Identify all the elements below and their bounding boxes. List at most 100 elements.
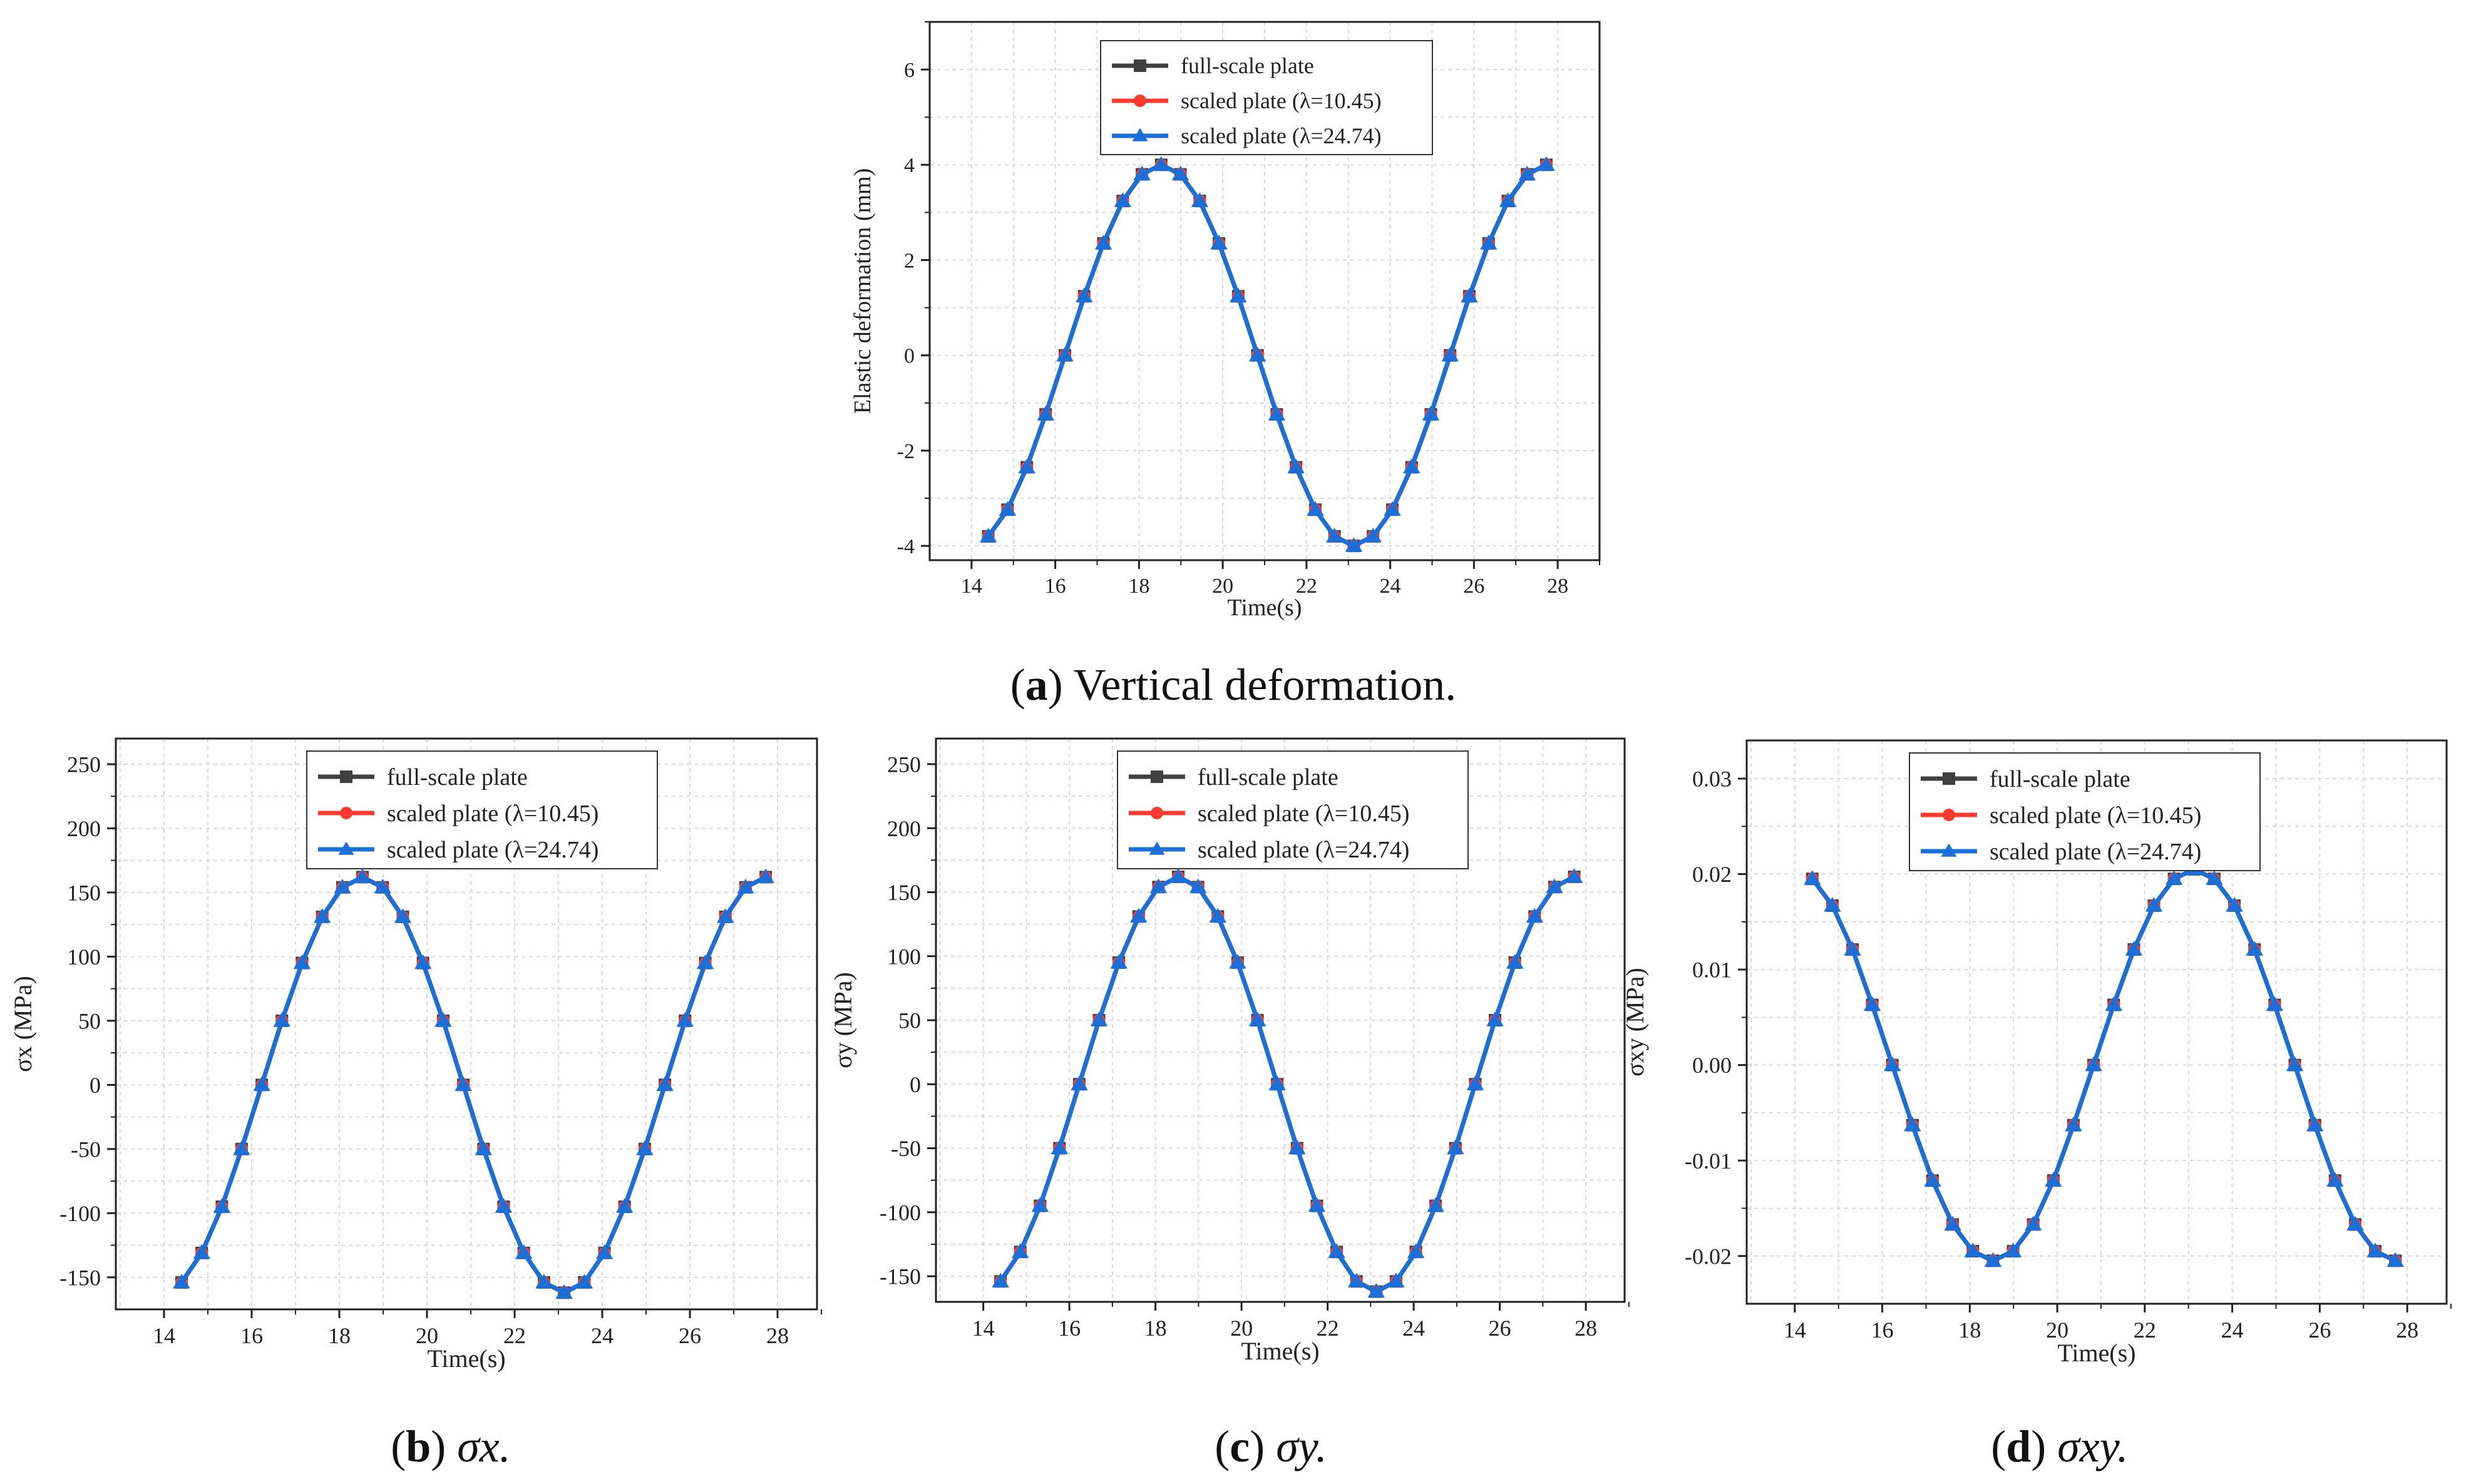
data-point <box>1189 878 1207 893</box>
caption-b: (b) σx. <box>391 1421 510 1471</box>
x-tick-label: 24 <box>1402 1316 1425 1341</box>
data-point <box>636 1140 654 1155</box>
x-tick-label: 28 <box>1575 1316 1597 1341</box>
data-point <box>1287 458 1305 474</box>
data-point <box>1268 1075 1286 1090</box>
plot-frame <box>115 737 818 1311</box>
data-point <box>1230 287 1247 302</box>
data-point <box>394 908 412 923</box>
x-axis-label: Time(s) <box>427 1344 505 1373</box>
data-point <box>1345 537 1363 552</box>
y-tick-label: 200 <box>887 816 921 841</box>
legend-swatch-marker <box>1132 128 1148 141</box>
data-point <box>1171 165 1189 181</box>
x-tick-label: 16 <box>240 1323 263 1348</box>
chart-d: 14 16 18 20 22 24 26 28 -0.02 -0.01 0.00 0.01 0.02 0.… <box>1621 739 2452 1367</box>
data-point <box>2004 1242 2022 1257</box>
data-point <box>2366 1242 2384 1257</box>
x-axis-label: Time(s) <box>1241 1337 1319 1365</box>
data-point <box>1133 165 1151 181</box>
data-point <box>1538 156 1555 171</box>
y-tick-label: -0.01 <box>1685 1149 1732 1174</box>
data-point <box>1325 528 1343 543</box>
data-point <box>1012 1243 1029 1258</box>
data-point <box>1964 1242 1982 1257</box>
data-point <box>1422 406 1440 421</box>
data-point <box>1461 287 1478 302</box>
x-axis-label: Time(s) <box>2057 1339 2135 1367</box>
data-point <box>992 1272 1009 1287</box>
data-point <box>1402 458 1421 474</box>
y-tick-label: 0 <box>90 1073 101 1098</box>
data-point <box>495 1198 513 1213</box>
y-tick-label: 100 <box>67 944 101 970</box>
y-tick-label: 150 <box>67 881 101 906</box>
y-axis-label: Elastic deformation (mm) <box>850 168 876 414</box>
data-point <box>2125 941 2143 956</box>
y-tick-label: 50 <box>78 1008 101 1033</box>
x-tick-label: 24 <box>1380 575 1401 598</box>
data-point <box>1268 406 1286 421</box>
x-tick-label: 24 <box>591 1323 614 1348</box>
data-point <box>1367 1282 1385 1298</box>
legend-label: scaled plate (λ=10.45) <box>387 801 599 827</box>
y-tick-label: -50 <box>71 1137 101 1162</box>
data-point <box>173 1274 190 1289</box>
data-point <box>555 1284 573 1299</box>
y-tick-label: 200 <box>67 816 101 841</box>
caption-c: (c) σy. <box>1215 1421 1327 1471</box>
data-point <box>1018 458 1035 474</box>
data-point <box>1824 897 1841 912</box>
data-point <box>1191 192 1209 207</box>
x-tick-label: 14 <box>1784 1318 1806 1343</box>
data-point <box>2145 897 2163 912</box>
data-point <box>1076 287 1093 302</box>
data-point <box>2085 1056 2102 1072</box>
data-point <box>1447 1139 1464 1155</box>
data-point <box>737 878 754 894</box>
data-point <box>1248 346 1266 362</box>
data-point <box>2105 996 2123 1011</box>
legend-label: scaled plate (λ=10.45) <box>1198 801 1409 827</box>
data-point <box>1883 1056 1901 1072</box>
data-point <box>696 954 714 970</box>
legend-label: scaled plate (λ=24.74) <box>1990 839 2201 865</box>
y-tick-label: -150 <box>59 1265 101 1290</box>
data-point <box>1071 1075 1088 1090</box>
x-tick-label: 18 <box>328 1323 351 1348</box>
data-point <box>475 1140 493 1155</box>
data-point <box>374 878 392 894</box>
legend-swatch-marker <box>1134 59 1146 72</box>
data-point <box>1863 996 1881 1011</box>
data-point <box>334 878 351 894</box>
y-axis-label: σxy (MPa) <box>1621 968 1649 1077</box>
series-line <box>986 162 1548 548</box>
data-point <box>1114 192 1132 207</box>
data-point <box>1110 954 1128 969</box>
data-point <box>1037 406 1054 421</box>
data-point <box>2206 870 2223 885</box>
legend-swatch-marker <box>338 841 354 855</box>
caption-a: (a) Vertical deformation. <box>1010 660 1456 710</box>
data-point <box>615 1198 634 1213</box>
y-tick-label: 250 <box>67 752 101 777</box>
series-line <box>180 874 767 1295</box>
x-tick-label: 22 <box>1317 1316 1339 1341</box>
data-point <box>2246 941 2263 956</box>
data-point <box>716 908 734 923</box>
series-line <box>986 162 1548 548</box>
data-point <box>656 1076 674 1091</box>
y-tick-label: 250 <box>887 752 921 777</box>
legend-swatch-marker <box>340 807 352 819</box>
x-tick-label: 24 <box>2221 1318 2244 1343</box>
data-point <box>354 868 371 883</box>
y-tick-label: 0 <box>910 1072 921 1097</box>
data-point <box>2065 1116 2082 1132</box>
x-tick-label: 22 <box>2134 1318 2156 1343</box>
data-point <box>1407 1243 1425 1258</box>
data-point <box>1984 1252 2002 1267</box>
legend-label: scaled plate (λ=24.74) <box>387 837 599 863</box>
data-point <box>1924 1172 1941 1187</box>
x-tick-label: 16 <box>1871 1318 1894 1343</box>
